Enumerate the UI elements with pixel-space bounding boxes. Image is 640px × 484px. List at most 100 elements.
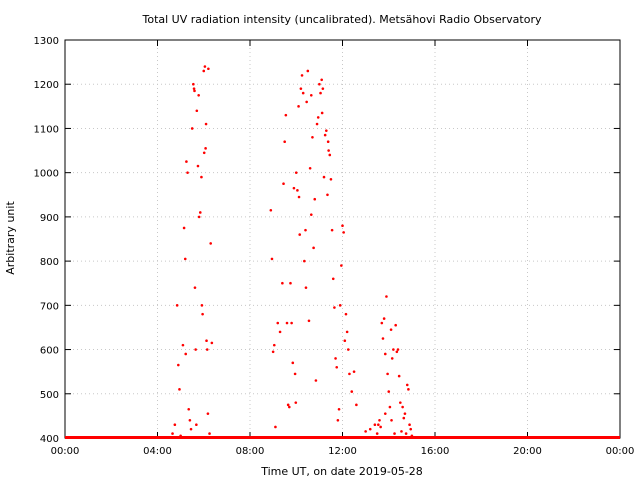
y-tick-label-4: 800 — [40, 257, 59, 268]
data-point-25 — [200, 304, 204, 307]
data-point-71 — [306, 69, 310, 73]
data-point-142 — [405, 383, 409, 387]
data-point-134 — [394, 323, 397, 327]
data-point-63 — [297, 105, 300, 108]
data-point-125 — [383, 352, 387, 356]
data-point-16 — [192, 82, 195, 86]
data-point-41 — [192, 87, 196, 90]
data-point-78 — [314, 379, 318, 382]
data-point-130 — [389, 328, 393, 331]
data-points — [171, 65, 414, 438]
data-point-18 — [193, 286, 197, 289]
data-point-100 — [340, 264, 343, 267]
data-point-47 — [276, 321, 280, 325]
data-point-86 — [323, 133, 327, 137]
data-point-109 — [352, 370, 356, 373]
data-point-84 — [321, 87, 325, 90]
data-point-118 — [368, 427, 372, 431]
data-point-139 — [401, 405, 404, 409]
data-point-119 — [373, 423, 377, 427]
data-point-111 — [297, 195, 301, 199]
x-tick-label-2: 08:00 — [236, 446, 265, 457]
data-point-32 — [205, 348, 209, 351]
data-point-11 — [186, 171, 189, 174]
data-point-56 — [289, 281, 292, 285]
data-point-75 — [311, 135, 314, 139]
data-point-113 — [294, 401, 298, 404]
x-tick-label-4: 16:00 — [421, 446, 450, 457]
data-point-6 — [181, 343, 185, 347]
data-point-141 — [403, 412, 407, 415]
data-point-140 — [402, 416, 406, 420]
data-point-122 — [380, 321, 384, 325]
data-point-8 — [183, 257, 187, 261]
data-point-89 — [327, 149, 330, 152]
data-point-110 — [355, 403, 358, 407]
data-point-96 — [335, 365, 339, 369]
x-tick-label-5: 20:00 — [513, 446, 542, 457]
data-point-48 — [278, 330, 282, 334]
data-point-120 — [375, 432, 379, 435]
data-point-123 — [381, 337, 385, 340]
data-point-117 — [364, 430, 367, 433]
data-point-104 — [344, 312, 348, 316]
data-point-73 — [308, 166, 312, 170]
data-point-19 — [194, 348, 197, 351]
data-point-92 — [330, 228, 334, 232]
data-point-88 — [326, 193, 329, 197]
data-point-114 — [309, 213, 313, 216]
y-tick-label-5: 900 — [40, 213, 59, 224]
data-point-81 — [318, 82, 321, 86]
data-point-29 — [204, 147, 207, 150]
data-point-45 — [272, 343, 276, 347]
data-point-108 — [350, 390, 354, 393]
x-axis-title: Time UT, on date 2019-05-28 — [260, 465, 423, 478]
data-point-79 — [315, 122, 319, 126]
data-point-132 — [392, 348, 395, 351]
data-point-2 — [175, 304, 179, 307]
data-point-62 — [296, 189, 299, 192]
data-point-9 — [184, 352, 188, 356]
data-point-90 — [328, 153, 332, 157]
data-point-91 — [329, 178, 333, 181]
data-point-97 — [336, 419, 340, 422]
data-point-115 — [320, 111, 324, 115]
data-point-131 — [390, 357, 394, 360]
data-point-14 — [189, 427, 193, 431]
data-point-146 — [410, 434, 414, 438]
data-point-61 — [294, 171, 298, 174]
data-point-69 — [304, 228, 307, 232]
data-point-1 — [173, 423, 177, 427]
data-point-39 — [197, 93, 200, 97]
data-point-10 — [185, 160, 188, 163]
data-point-34 — [207, 67, 210, 71]
data-point-145 — [409, 427, 413, 431]
y-tick-label-6: 1000 — [34, 169, 59, 180]
data-point-98 — [337, 407, 341, 411]
grid — [65, 40, 620, 438]
data-point-138 — [399, 401, 402, 404]
data-point-3 — [177, 363, 180, 367]
data-point-76 — [312, 246, 315, 250]
y-tick-label-0: 400 — [40, 434, 59, 445]
data-point-93 — [331, 277, 335, 281]
data-point-5 — [179, 434, 182, 438]
data-point-40 — [202, 151, 206, 155]
data-point-13 — [188, 419, 192, 422]
data-point-87 — [325, 129, 328, 132]
data-point-116 — [326, 140, 330, 144]
data-point-4 — [178, 388, 181, 391]
data-point-50 — [282, 182, 285, 186]
data-point-21 — [196, 164, 200, 168]
data-point-136 — [396, 348, 400, 351]
data-point-143 — [407, 388, 410, 391]
data-point-53 — [285, 321, 289, 325]
data-point-72 — [307, 319, 311, 323]
data-point-124 — [382, 317, 386, 320]
data-point-37 — [210, 341, 214, 345]
y-tick-label-2: 600 — [40, 346, 59, 357]
data-point-31 — [205, 339, 208, 343]
data-point-147 — [377, 423, 380, 427]
data-point-101 — [341, 224, 344, 228]
plot-frame — [64, 39, 621, 439]
